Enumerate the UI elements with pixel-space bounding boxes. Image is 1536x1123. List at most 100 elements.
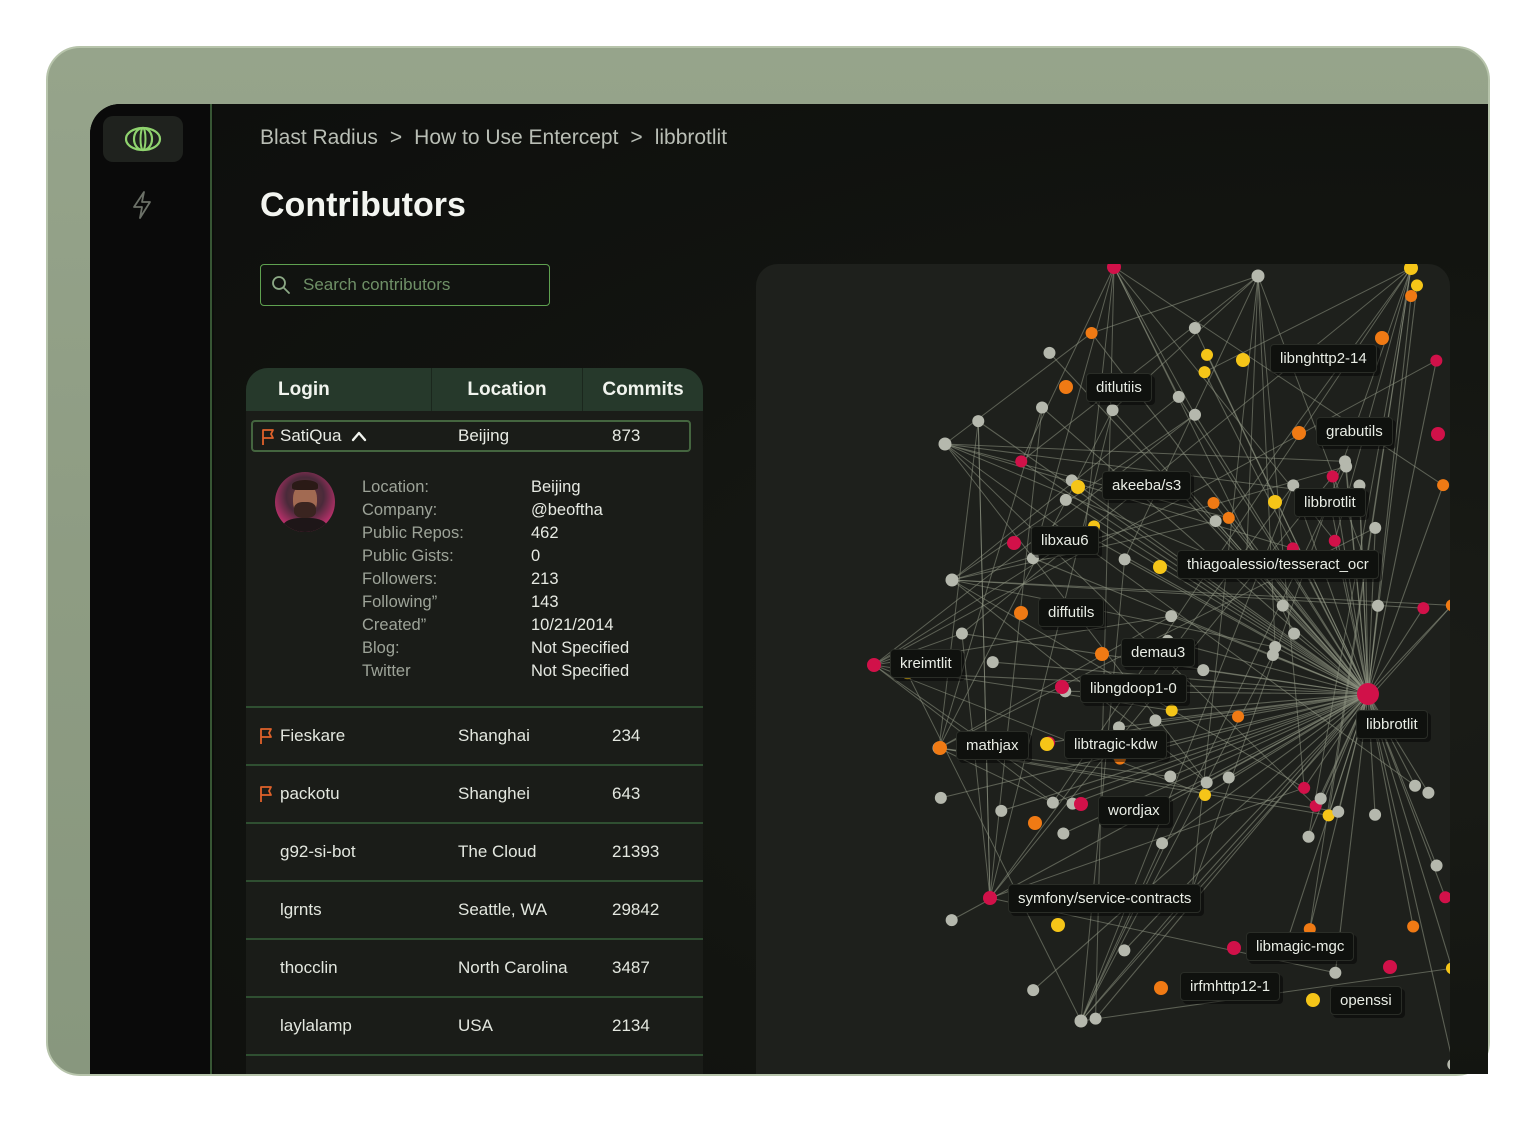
graph-node[interactable] xyxy=(1051,918,1065,932)
column-header-commits[interactable]: Commits xyxy=(602,378,684,400)
column-header-login[interactable]: Login xyxy=(246,368,432,411)
graph-node[interactable] xyxy=(1409,779,1422,792)
graph-node[interactable] xyxy=(1057,827,1070,840)
graph-node[interactable] xyxy=(972,415,985,428)
graph-node[interactable] xyxy=(945,573,959,587)
column-header-location[interactable]: Location xyxy=(432,368,583,411)
graph-label[interactable]: symfony/service-contracts xyxy=(1008,884,1202,913)
graph-node[interactable] xyxy=(1410,279,1423,292)
graph-node[interactable] xyxy=(867,658,881,672)
graph-node[interactable] xyxy=(1055,680,1069,694)
search-input[interactable] xyxy=(303,275,543,295)
graph-center-label[interactable]: libbrotlit xyxy=(1356,710,1428,739)
graph-node[interactable] xyxy=(1199,788,1212,801)
graph-node[interactable] xyxy=(1165,610,1178,623)
graph-node[interactable] xyxy=(1322,809,1335,822)
graph-node[interactable] xyxy=(1209,515,1222,528)
graph-node[interactable] xyxy=(1040,737,1054,751)
graph-node[interactable] xyxy=(1437,479,1450,492)
graph-label[interactable]: wordjax xyxy=(1098,796,1170,825)
table-row-selected[interactable]: SatiQua Beijing 873 xyxy=(251,420,691,452)
graph-node[interactable] xyxy=(1357,683,1379,705)
graph-node[interactable] xyxy=(1207,496,1220,509)
graph-node[interactable] xyxy=(955,627,968,640)
graph-label[interactable]: grabutils xyxy=(1316,417,1393,446)
graph-node[interactable] xyxy=(1165,704,1178,717)
graph-node[interactable] xyxy=(1328,534,1341,547)
graph-node[interactable] xyxy=(1431,427,1445,441)
breadcrumb-item-how-to-use[interactable]: How to Use Entercept xyxy=(414,126,619,149)
graph-node[interactable] xyxy=(1095,647,1109,661)
graph-node[interactable] xyxy=(1059,380,1073,394)
graph-node[interactable] xyxy=(1028,816,1042,830)
graph-node[interactable] xyxy=(1027,984,1040,997)
graph-node[interactable] xyxy=(1198,366,1211,379)
graph-node[interactable] xyxy=(1222,511,1235,524)
graph-label[interactable]: diffutils xyxy=(1038,598,1105,627)
graph-node[interactable] xyxy=(1407,920,1420,933)
graph-label[interactable]: libxau6 xyxy=(1031,526,1099,555)
graph-node[interactable] xyxy=(1314,792,1327,805)
graph-node[interactable] xyxy=(1251,269,1265,283)
chevron-up-icon[interactable] xyxy=(351,429,367,443)
graph-node[interactable] xyxy=(1156,837,1169,850)
graph-node[interactable] xyxy=(1288,627,1301,640)
graph-node[interactable] xyxy=(1164,770,1177,783)
graph-node[interactable] xyxy=(1007,536,1021,550)
graph-node[interactable] xyxy=(934,791,947,804)
graph-node[interactable] xyxy=(1417,602,1430,615)
table-row[interactable]: thocclin North Carolina 3487 xyxy=(246,940,703,998)
graph-node[interactable] xyxy=(1197,664,1210,677)
graph-label[interactable]: kreimtlit xyxy=(890,649,962,678)
graph-node[interactable] xyxy=(983,891,997,905)
graph-node[interactable] xyxy=(1369,808,1382,821)
graph-node[interactable] xyxy=(1107,264,1121,274)
graph-node[interactable] xyxy=(1445,599,1450,612)
graph-label[interactable]: ditlutiis xyxy=(1086,373,1152,402)
graph-node[interactable] xyxy=(1118,944,1131,957)
graph-label[interactable]: thiagoalessio/tesseract_ocr xyxy=(1177,550,1379,579)
graph-node[interactable] xyxy=(1015,455,1028,468)
table-row[interactable]: g92-si-bot The Cloud 21393 xyxy=(246,824,703,882)
lightning-icon[interactable] xyxy=(130,190,154,220)
graph-node[interactable] xyxy=(1074,1014,1088,1028)
graph-node[interactable] xyxy=(1201,348,1214,361)
graph-label[interactable]: libmagic-mgc xyxy=(1246,932,1355,961)
graph-node[interactable] xyxy=(1430,354,1443,367)
table-row[interactable]: packotu Shanghei 643 xyxy=(246,766,703,824)
graph-node[interactable] xyxy=(1371,599,1384,612)
graph-node[interactable] xyxy=(1422,786,1435,799)
graph-label[interactable]: irfmhttp12-1 xyxy=(1180,972,1281,1001)
graph-node[interactable] xyxy=(1266,648,1279,661)
graph-node[interactable] xyxy=(1369,521,1382,534)
graph-node[interactable] xyxy=(1153,560,1167,574)
graph-node[interactable] xyxy=(1232,710,1245,723)
graph-node[interactable] xyxy=(1036,401,1049,414)
graph-node[interactable] xyxy=(1439,891,1450,904)
graph-node[interactable] xyxy=(1189,408,1202,421)
graph-label[interactable]: demau3 xyxy=(1121,638,1196,667)
graph-node[interactable] xyxy=(1445,962,1450,974)
graph-node[interactable] xyxy=(1276,599,1289,612)
graph-node[interactable] xyxy=(1332,805,1345,818)
graph-label[interactable]: libtragic-kdw xyxy=(1064,730,1168,759)
graph-node[interactable] xyxy=(1298,781,1311,794)
graph-node[interactable] xyxy=(1043,346,1056,359)
logo-button[interactable] xyxy=(103,116,183,162)
graph-node[interactable] xyxy=(1085,327,1098,340)
graph-node[interactable] xyxy=(1200,776,1213,789)
graph-node[interactable] xyxy=(938,437,952,451)
graph-node[interactable] xyxy=(1430,859,1443,872)
graph-node[interactable] xyxy=(1306,993,1320,1007)
graph-node[interactable] xyxy=(1222,771,1235,784)
graph-node[interactable] xyxy=(1089,1012,1102,1025)
graph-node[interactable] xyxy=(1074,797,1088,811)
graph-label[interactable]: mathjax xyxy=(956,731,1029,760)
graph-node[interactable] xyxy=(1383,960,1397,974)
breadcrumb-item-blast-radius[interactable]: Blast Radius xyxy=(260,126,378,149)
graph-label[interactable]: libnghttp2-14 xyxy=(1270,344,1377,373)
graph-node[interactable] xyxy=(933,741,947,755)
graph-node[interactable] xyxy=(1329,966,1342,979)
graph-label[interactable]: libbrotlit xyxy=(1294,488,1366,517)
graph-node[interactable] xyxy=(1326,470,1339,483)
